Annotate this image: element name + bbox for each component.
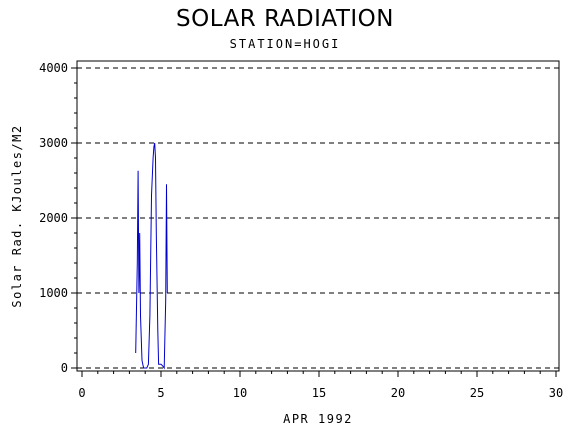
x-tick-label: 5 [157,386,164,400]
x-tick-label: 10 [233,386,247,400]
x-tick-label: 30 [549,386,563,400]
y-tick-label: 3000 [39,136,68,150]
x-axis-label: APR 1992 [283,412,353,426]
y-tick-label: 4000 [39,61,68,75]
series-line [135,142,168,370]
x-tick-label: 20 [391,386,405,400]
y-tick-label: 0 [61,361,68,375]
chart-title: SOLAR RADIATION [176,6,394,32]
y-tick-label: 1000 [39,286,68,300]
y-tick-label: 2000 [39,211,68,225]
x-axis: 0 5 10 15 20 25 30 [78,371,563,400]
x-tick-label: 15 [312,386,326,400]
x-tick-label: 0 [78,386,85,400]
plot-frame [76,60,560,372]
y-axis-label: Solar Rad. KJoules/M2 [10,124,24,307]
y-axis: 0 1000 2000 3000 4000 [39,61,77,375]
x-tick-label: 25 [470,386,484,400]
chart-subtitle: STATION=HOGI [229,37,341,51]
